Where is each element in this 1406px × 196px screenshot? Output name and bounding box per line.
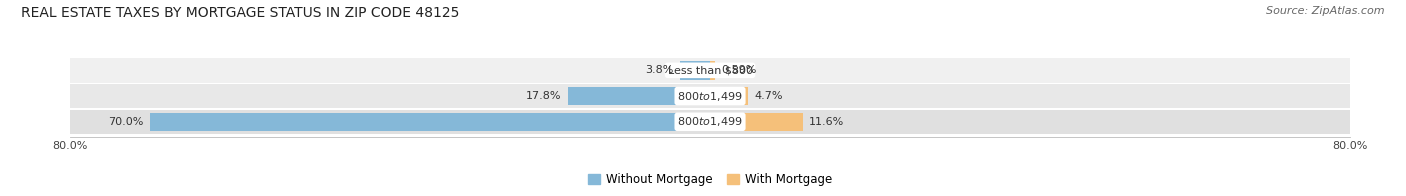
- Text: 11.6%: 11.6%: [810, 117, 845, 127]
- Text: Source: ZipAtlas.com: Source: ZipAtlas.com: [1267, 6, 1385, 16]
- Legend: Without Mortgage, With Mortgage: Without Mortgage, With Mortgage: [583, 168, 837, 191]
- Bar: [70, 84, 1350, 108]
- Bar: [679, 61, 710, 80]
- Bar: [568, 87, 710, 105]
- Text: 4.7%: 4.7%: [754, 91, 783, 101]
- Bar: [710, 61, 714, 80]
- Text: 3.8%: 3.8%: [645, 65, 673, 75]
- Text: 0.59%: 0.59%: [721, 65, 756, 75]
- Bar: [70, 110, 1350, 134]
- Text: 70.0%: 70.0%: [108, 117, 143, 127]
- Bar: [710, 113, 803, 131]
- Bar: [150, 113, 710, 131]
- Text: 17.8%: 17.8%: [526, 91, 561, 101]
- Bar: [710, 87, 748, 105]
- Text: $800 to $1,499: $800 to $1,499: [678, 115, 742, 128]
- Text: Less than $800: Less than $800: [668, 65, 752, 75]
- Bar: [70, 58, 1350, 83]
- Text: $800 to $1,499: $800 to $1,499: [678, 90, 742, 103]
- Text: REAL ESTATE TAXES BY MORTGAGE STATUS IN ZIP CODE 48125: REAL ESTATE TAXES BY MORTGAGE STATUS IN …: [21, 6, 460, 20]
